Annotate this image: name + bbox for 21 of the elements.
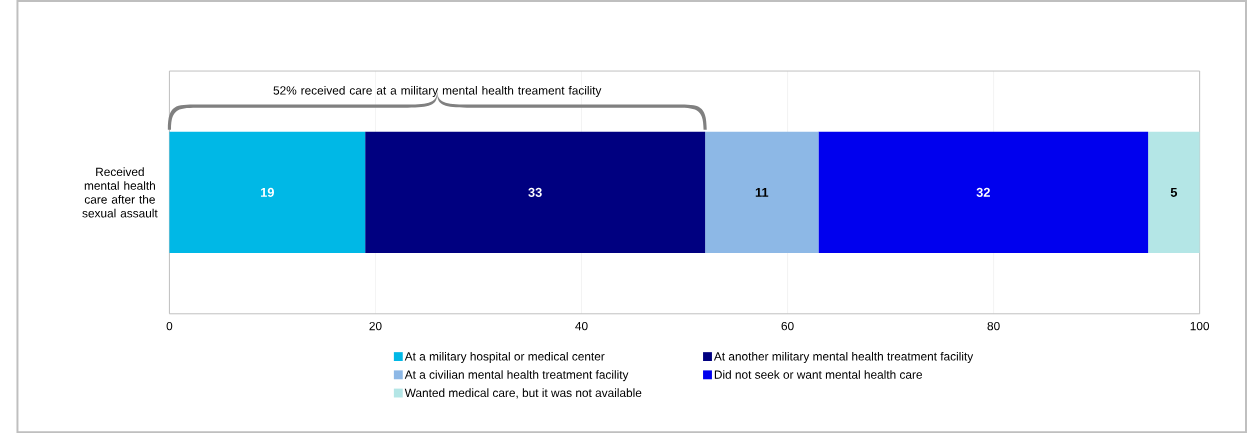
x-tick-label: 60 [781,321,794,331]
x-tick-label: 0 [166,321,173,331]
data-label: 33 [528,187,542,197]
legend-label: At a military hospital or medical center [404,351,605,363]
x-tick-label: 40 [575,321,588,331]
data-label: 5 [1170,187,1178,197]
data-label: 32 [976,187,990,197]
text: 52% received care at a military mental health treament facility [273,85,602,97]
x-tick-label: 100 [1190,321,1210,331]
legend-label: At another military mental health treatment facility [713,351,974,363]
bar [1148,131,1200,253]
bar [818,131,1149,253]
legend-label: Wanted medical care, but it was not available [404,388,642,399]
data-label: 19 [260,187,274,197]
bar [705,131,819,253]
data-label: 11 [755,187,769,197]
legend-label: At a civilian mental health treatment facility [404,370,629,382]
y-tick-label: Received mental health care after the sexual assault [82,167,158,218]
x-tick-label: 20 [369,321,382,331]
legend-label: Did not seek or want mental health care [714,370,922,379]
x-tick-label: 80 [987,321,1000,331]
